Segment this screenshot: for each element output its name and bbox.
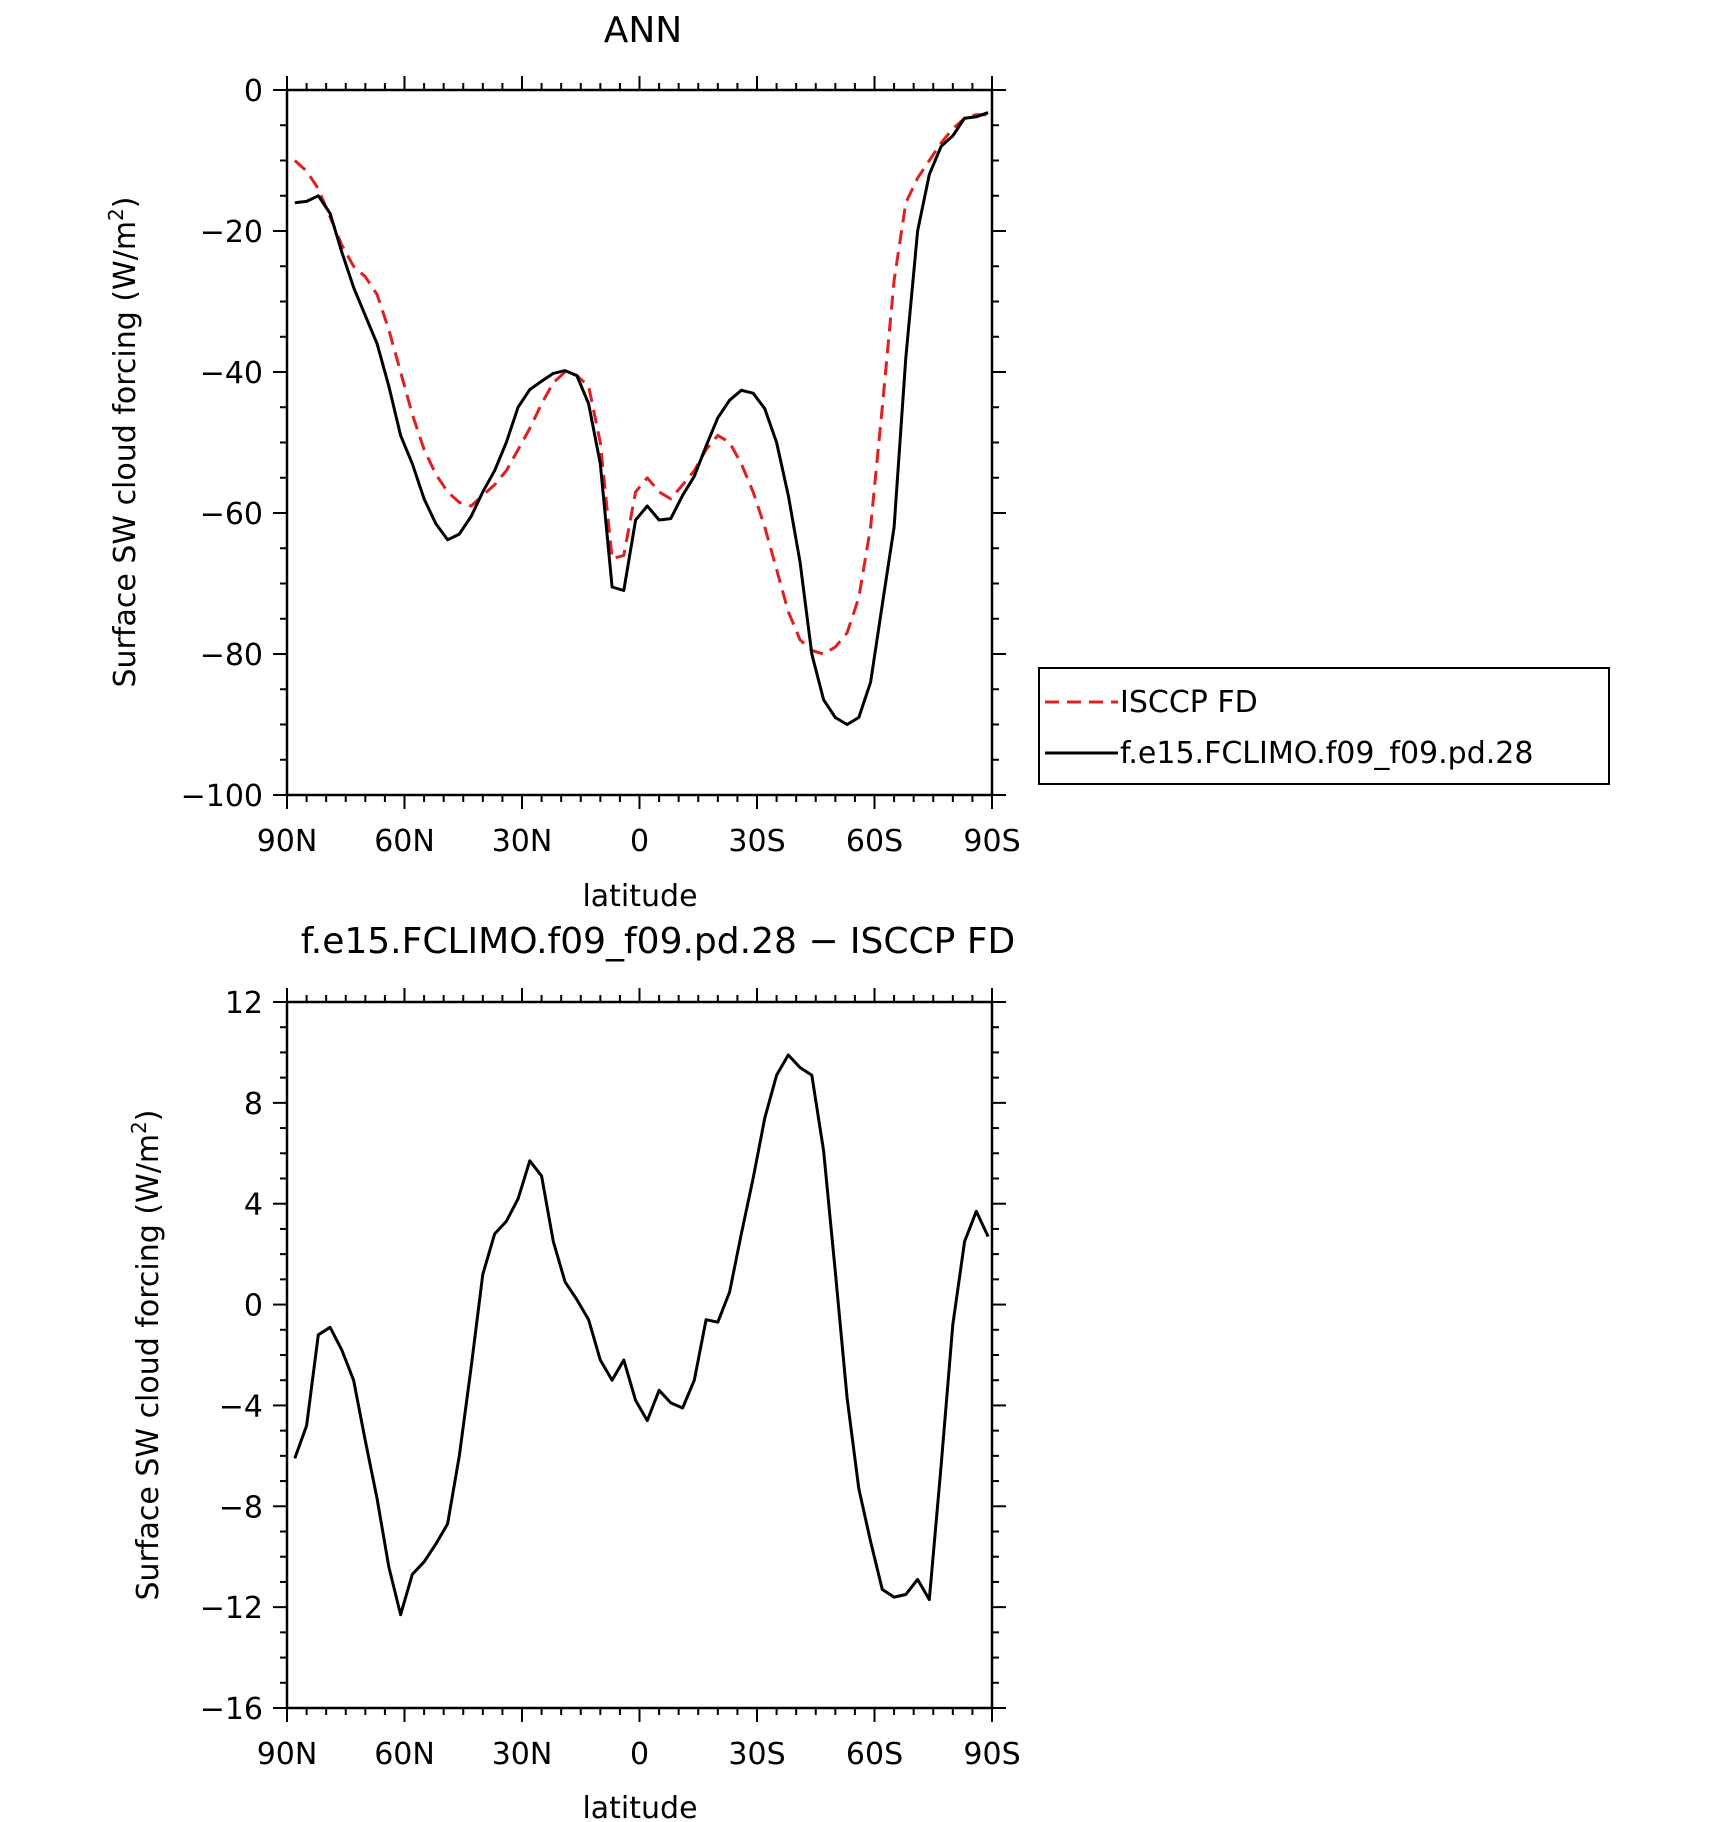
top-series-line-1 [294, 111, 989, 726]
bottom-panel-title: f.e15.FCLIMO.f09_f09.pd.28 − ISCCP FD [301, 921, 1016, 962]
top-plot-frame [285, 88, 994, 797]
top-y-tick-label: −80 [200, 638, 263, 673]
bottom-x-tick-label: 90N [257, 1737, 318, 1772]
bottom-y-tick-label: 12 [225, 986, 263, 1021]
top-y-tick-label: −40 [200, 356, 263, 391]
bottom-y-tick-label: −16 [200, 1692, 263, 1727]
top-panel: ANN 90N 60N 30N 0 30S 60S 90S 0 −20 −40 −60 −80 −100… [104, 10, 1610, 914]
top-x-axis-label: latitude [582, 879, 697, 914]
bottom-series-line-0 [293, 1053, 990, 1617]
bottom-tick-layer: 90N 60N 30N 0 30S 60S 90S 12 8 4 0 −4 −8 −12 −16 [200, 986, 1021, 1772]
bottom-panel: f.e15.FCLIMO.f09_f09.pd.28 − ISCCP FD 90… [127, 921, 1021, 1822]
top-x-tick-label: 30S [728, 824, 785, 859]
bottom-y-tick-label: 4 [244, 1188, 263, 1223]
top-y-tick-label: −60 [200, 497, 263, 532]
bottom-y-tick-label: −4 [219, 1389, 263, 1424]
top-y-tick-label: −100 [181, 779, 263, 814]
legend-box [1038, 667, 1610, 785]
legend: ISCCP FD f.e15.FCLIMO.f09_f09.pd.28 [1038, 667, 1610, 785]
bottom-y-axis-label: Surface SW cloud forcing (W/m2) [127, 1109, 166, 1600]
bottom-y-tick-label: −8 [219, 1490, 263, 1525]
bottom-x-tick-label: 0 [630, 1737, 649, 1772]
top-x-tick-label: 60N [374, 824, 435, 859]
top-x-tick-label: 60S [846, 824, 903, 859]
bottom-y-tick-label: 8 [244, 1087, 263, 1122]
top-tick-layer: 90N 60N 30N 0 30S 60S 90S 0 −20 −40 −60 −80 −100 [181, 74, 1021, 859]
top-x-tick-label: 30N [492, 824, 553, 859]
bottom-y-tick-label: 0 [244, 1289, 263, 1324]
top-series-layer [293, 111, 989, 726]
bottom-y-tick-label: −12 [200, 1591, 263, 1626]
top-x-tick-label: 90N [257, 824, 318, 859]
top-y-axis-label: Surface SW cloud forcing (W/m2) [104, 196, 143, 687]
top-panel-title: ANN [604, 10, 683, 51]
top-y-tick-label: −20 [200, 215, 263, 250]
bottom-x-tick-label: 30S [728, 1737, 785, 1772]
bottom-x-tick-label: 60N [374, 1737, 435, 1772]
top-y-tick-label: 0 [244, 74, 263, 109]
bottom-x-tick-label: 30N [492, 1737, 553, 1772]
legend-label-isccp: ISCCP FD [1120, 685, 1258, 720]
top-x-tick-label: 0 [630, 824, 649, 859]
bottom-x-axis-label: latitude [582, 1791, 697, 1822]
bottom-x-tick-label: 60S [846, 1737, 903, 1772]
bottom-x-tick-label: 90S [963, 1737, 1020, 1772]
bottom-series-layer [293, 1053, 990, 1617]
top-x-tick-label: 90S [963, 824, 1020, 859]
legend-label-model: f.e15.FCLIMO.f09_f09.pd.28 [1120, 736, 1533, 771]
top-series-line-0 [293, 113, 989, 656]
bottom-plot-frame [285, 1000, 994, 1710]
